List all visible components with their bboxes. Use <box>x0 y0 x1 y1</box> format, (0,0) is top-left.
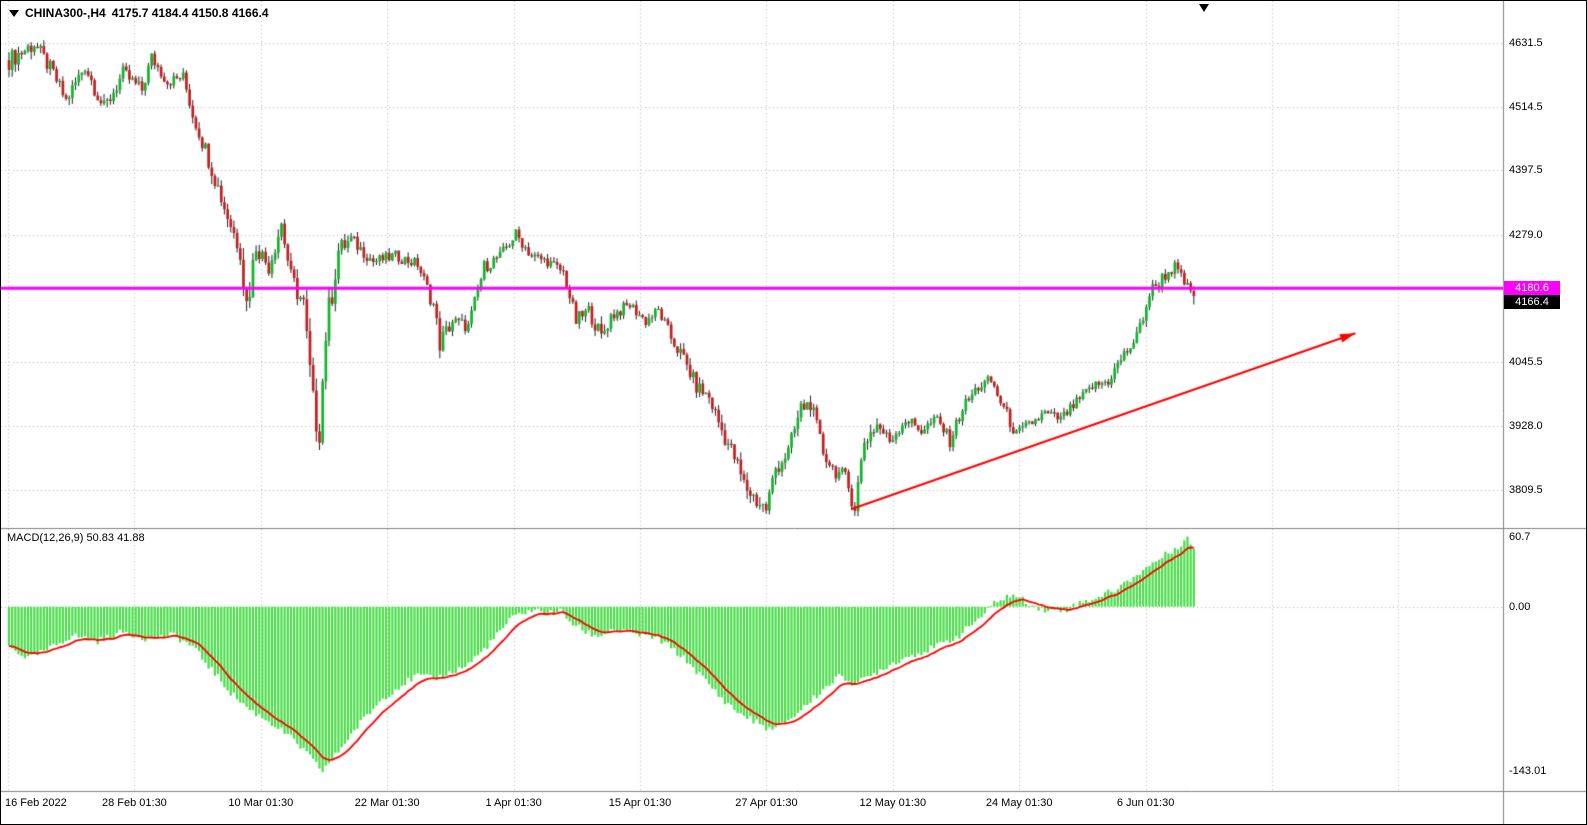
symbol-name: CHINA300-,H4 <box>25 6 106 20</box>
symbol-info: CHINA300-,H4 4175.7 4184.4 4150.8 4166.4 <box>9 6 269 20</box>
time-axis-label: 10 Mar 01:30 <box>228 797 294 809</box>
price-axis-label: 4397.5 <box>1509 164 1543 176</box>
current-price-tag: 4166.4 <box>1504 295 1560 309</box>
price-axis-label: 4514.5 <box>1509 101 1543 113</box>
price-axis-label: 3928.0 <box>1509 420 1543 432</box>
time-axis-label: 24 May 01:30 <box>985 797 1053 809</box>
price-axis-label: 4045.5 <box>1509 356 1543 368</box>
price-axis-label: 4279.0 <box>1509 229 1543 241</box>
time-axis-label: 28 Feb 01:30 <box>101 797 167 809</box>
time-axis-label: 12 May 01:30 <box>859 797 927 809</box>
price-axis-label: 3809.5 <box>1509 484 1543 496</box>
time-axis-label: 1 Apr 01:30 <box>485 797 542 809</box>
time-axis-label: 15 Apr 01:30 <box>608 797 672 809</box>
time-axis-label: 16 Feb 2022 <box>5 797 67 809</box>
symbol-dropdown-icon[interactable] <box>9 9 19 17</box>
price-axis-label: 4631.5 <box>1509 37 1543 49</box>
macd-axis-label: -143.01 <box>1509 765 1547 777</box>
symbol-ohlc: 4175.7 4184.4 4150.8 4166.4 <box>111 6 269 20</box>
macd-indicator-values: 50.83 41.88 <box>86 532 145 544</box>
macd-axis-label: 0.00 <box>1509 601 1531 613</box>
macd-indicator-name: MACD(12,26,9) <box>7 532 84 544</box>
time-axis-label: 6 Jun 01:30 <box>1116 797 1175 809</box>
time-axis-label: 27 Apr 01:30 <box>735 797 798 809</box>
macd-axis-label: 60.7 <box>1509 531 1531 543</box>
chart-shift-marker[interactable] <box>1199 4 1209 12</box>
macd-indicator-label: MACD(12,26,9) 50.83 41.88 <box>7 532 145 544</box>
hline-price-tag: 4180.6 <box>1504 281 1560 295</box>
time-axis-label: 22 Mar 01:30 <box>354 797 420 809</box>
